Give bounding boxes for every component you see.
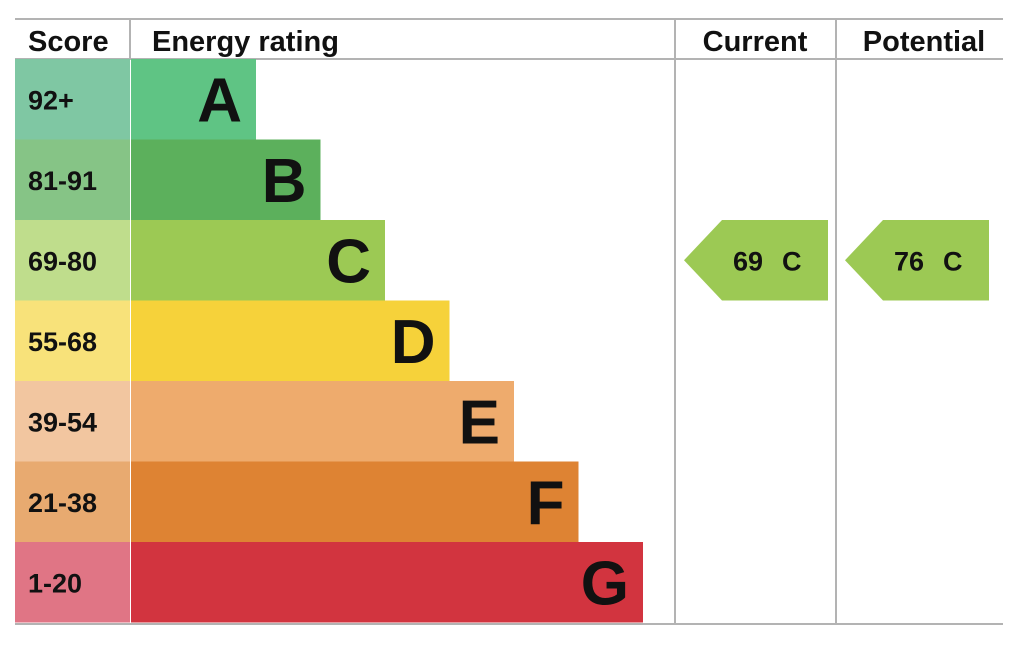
band-bar-b — [131, 139, 321, 220]
score-cell-e — [15, 381, 130, 462]
current-rating-arrow — [684, 220, 828, 301]
band-bar-f — [131, 461, 579, 542]
score-label-f: 21-38 — [28, 488, 97, 518]
band-letter-g: G — [581, 549, 629, 618]
current-rating-value: 69 — [733, 246, 763, 276]
potential-rating-arrow — [845, 220, 989, 301]
score-cell-c — [15, 220, 130, 301]
band-bar-a — [131, 59, 256, 140]
score-label-a: 92+ — [28, 85, 74, 115]
band-letter-b: B — [262, 147, 307, 216]
score-header: Score — [28, 26, 109, 58]
potential-header: Potential — [863, 26, 985, 58]
band-bar-d — [131, 300, 450, 381]
band-bar-c — [131, 220, 385, 301]
band-letter-c: C — [326, 227, 371, 296]
current-header: Current — [703, 26, 808, 58]
band-letter-e: E — [459, 388, 500, 457]
rating-bands: 92+ A 81-91 B 69-80 C 55-68 D 39-54 E 21-38 F 1-20 G — [15, 59, 643, 623]
rating-markers: 69 C 76 C — [684, 220, 989, 301]
score-cell-a — [15, 59, 130, 140]
score-label-d: 55-68 — [28, 327, 97, 357]
score-label-e: 39-54 — [28, 407, 97, 437]
current-rating-band: C — [782, 246, 802, 276]
band-letter-d: D — [391, 308, 436, 377]
score-label-b: 81-91 — [28, 166, 97, 196]
score-cell-b — [15, 139, 130, 220]
band-bar-e — [131, 381, 514, 462]
potential-rating-value: 76 — [894, 246, 924, 276]
band-letter-f: F — [527, 469, 565, 538]
score-label-c: 69-80 — [28, 246, 97, 276]
header-row: Score Energy rating Current Potential — [28, 26, 985, 58]
potential-rating-band: C — [943, 246, 963, 276]
band-letter-a: A — [197, 66, 242, 135]
score-cell-d — [15, 300, 130, 381]
score-cell-g — [15, 542, 130, 623]
score-cell-f — [15, 461, 130, 542]
energy-rating-header: Energy rating — [152, 26, 339, 58]
score-label-g: 1-20 — [28, 568, 82, 598]
band-bar-g — [131, 542, 643, 623]
